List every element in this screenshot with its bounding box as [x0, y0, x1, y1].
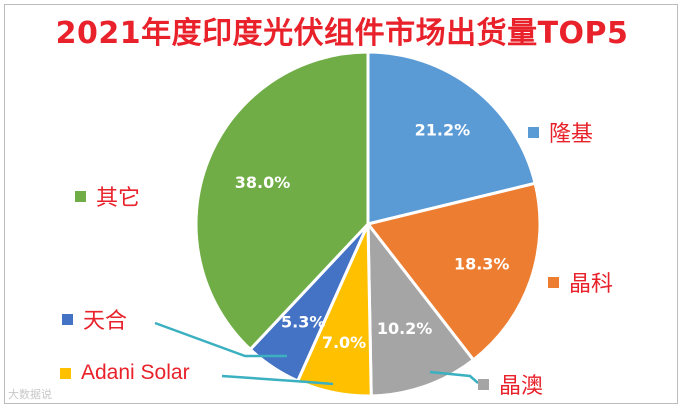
leader-line	[154, 321, 287, 358]
legend-item-trina: 天合	[62, 303, 127, 335]
data-label: 5.3%	[281, 312, 325, 331]
data-label: 38.0%	[235, 173, 291, 192]
legend-label: 其它	[96, 186, 141, 211]
legend-swatch	[60, 367, 71, 379]
data-label: 18.3%	[454, 255, 510, 274]
legend-item-adani-solar: Adani Solar	[60, 361, 190, 385]
legend-swatch	[62, 313, 73, 325]
legend-swatch	[528, 126, 539, 138]
leader-line	[429, 370, 479, 384]
pie-slice	[366, 50, 537, 226]
data-label: 10.2%	[377, 319, 433, 338]
legend-item-others: 其它	[75, 180, 140, 212]
legend-item-longi: 隆基	[528, 116, 593, 148]
legend-swatch	[478, 378, 489, 390]
legend-item-jinko: 晶科	[548, 266, 613, 298]
legend-label: 天合	[83, 309, 128, 334]
pie-slice	[365, 181, 542, 363]
leader-line	[221, 374, 334, 386]
legend-label: Adani Solar	[81, 361, 190, 384]
data-label: 21.2%	[415, 120, 471, 139]
chart-title: 2021年度印度光伏组件市场出货量TOP5	[55, 16, 629, 51]
pie-slice	[366, 219, 476, 398]
legend-swatch	[75, 190, 86, 202]
legend-label: 隆基	[549, 122, 594, 147]
watermark-text: 大数据说	[8, 388, 52, 401]
legend-swatch	[548, 276, 559, 288]
legend-item-ja-solar: 晶澳	[478, 368, 543, 400]
pie-slice	[194, 50, 370, 352]
legend-label: 晶科	[569, 272, 614, 297]
legend-label: 晶澳	[499, 374, 544, 399]
data-label: 7.0%	[322, 333, 366, 352]
